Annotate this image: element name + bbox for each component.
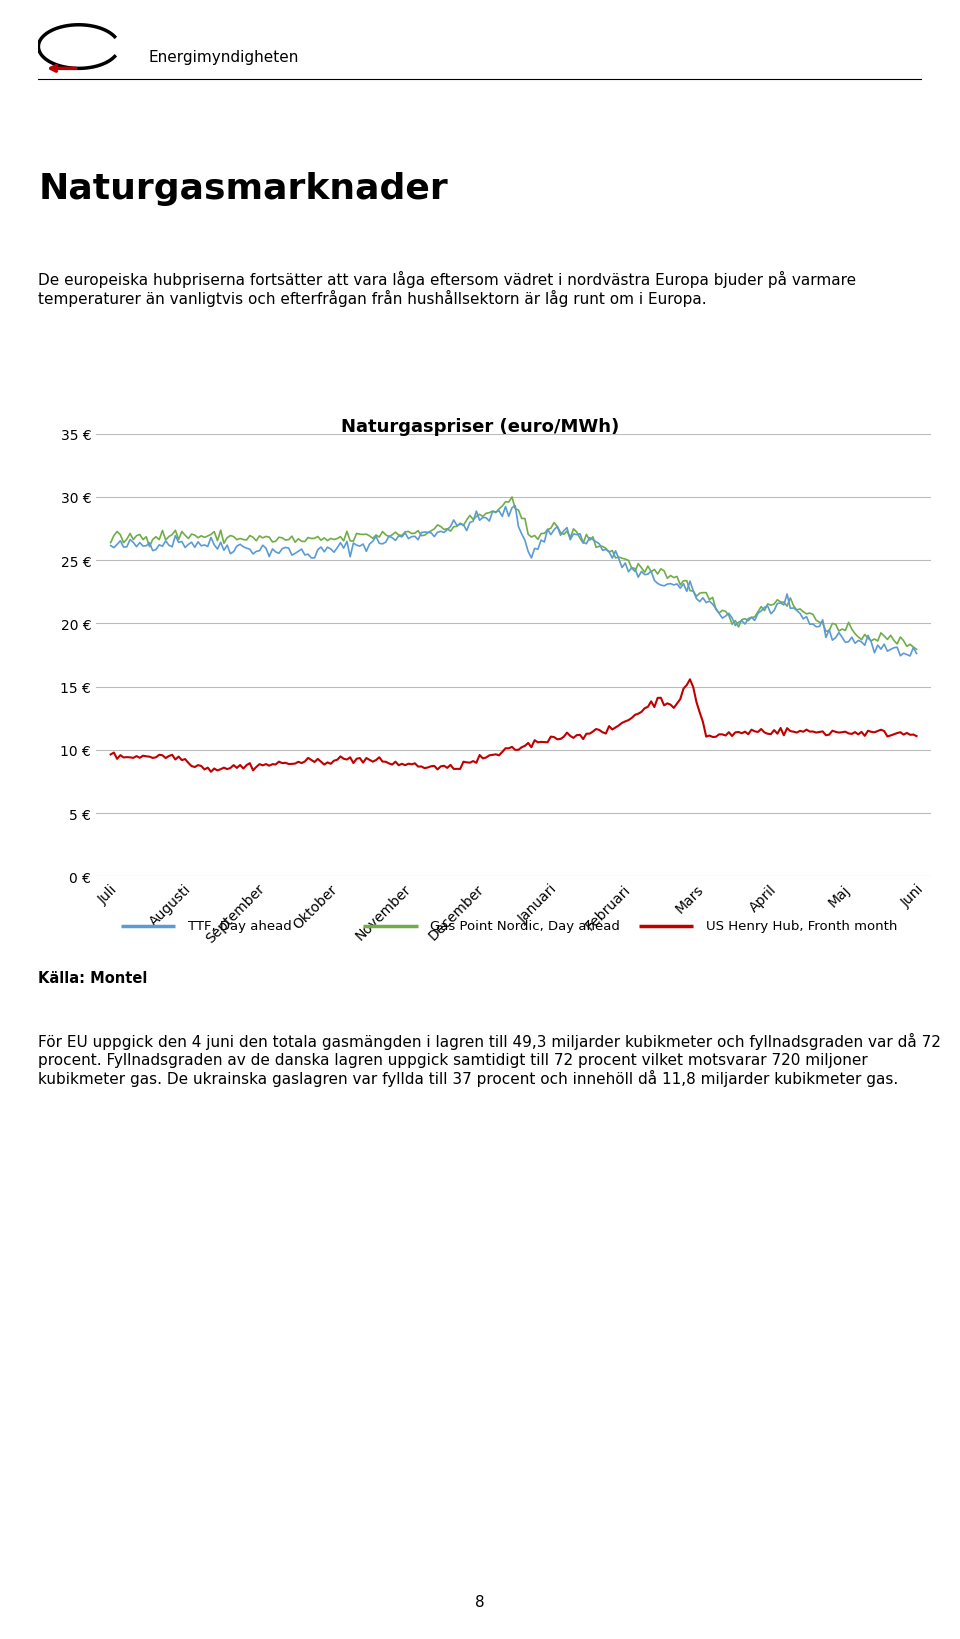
Text: Källa: Montel: Källa: Montel [38, 970, 148, 985]
Text: Gas Point Nordic, Day ahead: Gas Point Nordic, Day ahead [430, 919, 620, 933]
Text: Naturgasmarknader: Naturgasmarknader [38, 172, 448, 207]
Text: Naturgaspriser (euro/MWh): Naturgaspriser (euro/MWh) [341, 418, 619, 436]
Text: TTF, Day ahead: TTF, Day ahead [188, 919, 292, 933]
Text: US Henry Hub, Fronth month: US Henry Hub, Fronth month [706, 919, 897, 933]
Text: 8: 8 [475, 1595, 485, 1609]
Text: De europeiska hubpriserna fortsätter att vara låga eftersom vädret i nordvästra : De europeiska hubpriserna fortsätter att… [38, 270, 856, 306]
Text: Energimyndigheten: Energimyndigheten [149, 49, 300, 66]
Text: För EU uppgick den 4 juni den totala gasmängden i lagren till 49,3 miljarder kub: För EU uppgick den 4 juni den totala gas… [38, 1033, 941, 1087]
